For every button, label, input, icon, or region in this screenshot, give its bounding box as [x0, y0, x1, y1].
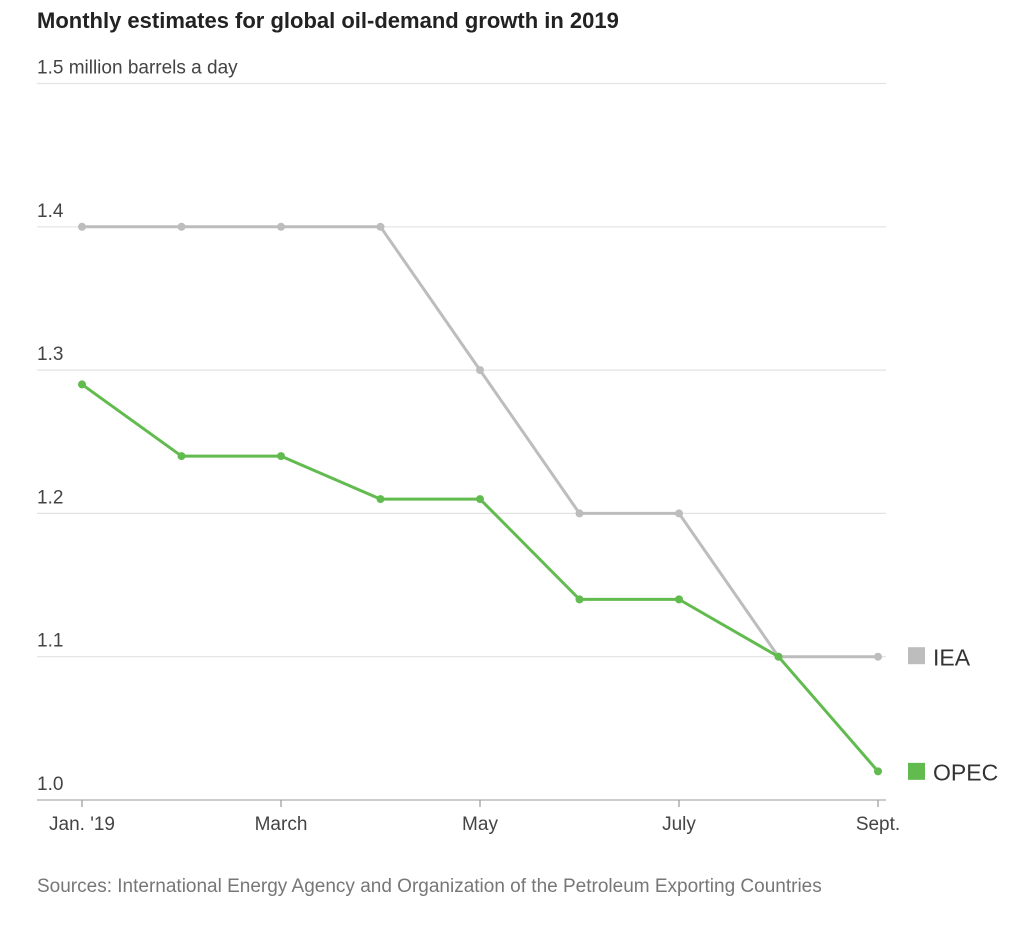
data-point — [874, 652, 882, 661]
chart-title: Monthly estimates for global oil-demand … — [37, 8, 619, 33]
data-point — [177, 452, 186, 461]
series-line — [81, 383, 880, 773]
y-tick-label: 1.0 — [37, 774, 63, 795]
y-tick-label: 1.5 million barrels a day — [37, 58, 238, 79]
data-point — [874, 767, 882, 776]
series-line — [82, 225, 878, 659]
data-point — [774, 652, 783, 661]
legend-label: OPEC — [933, 759, 998, 785]
data-point — [575, 509, 584, 518]
legend-label: IEA — [933, 645, 971, 671]
x-tick-label: May — [462, 814, 498, 835]
x-tick-label: Sept. — [856, 814, 900, 835]
x-tick-label: Jan. '19 — [49, 814, 115, 835]
data-point — [675, 595, 683, 604]
data-point — [277, 452, 285, 461]
data-point — [575, 595, 584, 604]
y-tick-label: 1.3 — [37, 344, 63, 365]
data-point — [78, 222, 86, 231]
data-point — [476, 495, 484, 504]
data-point — [376, 495, 385, 504]
data-point — [177, 222, 186, 231]
series-opec: OPEC — [78, 380, 998, 785]
legend-swatch — [908, 647, 925, 665]
data-point — [476, 366, 484, 375]
x-tick-label: July — [662, 814, 696, 835]
series-iea: IEA — [78, 222, 971, 671]
data-point — [675, 509, 683, 518]
source-note: Sources: International Energy Agency and… — [37, 876, 822, 897]
x-tick-label: March — [255, 814, 308, 835]
y-tick-label: 1.4 — [37, 201, 64, 222]
data-point — [277, 222, 285, 231]
data-point — [376, 222, 385, 231]
data-point — [78, 380, 86, 389]
y-tick-label: 1.1 — [37, 631, 63, 652]
legend-swatch — [908, 762, 925, 780]
y-tick-label: 1.2 — [37, 487, 63, 508]
